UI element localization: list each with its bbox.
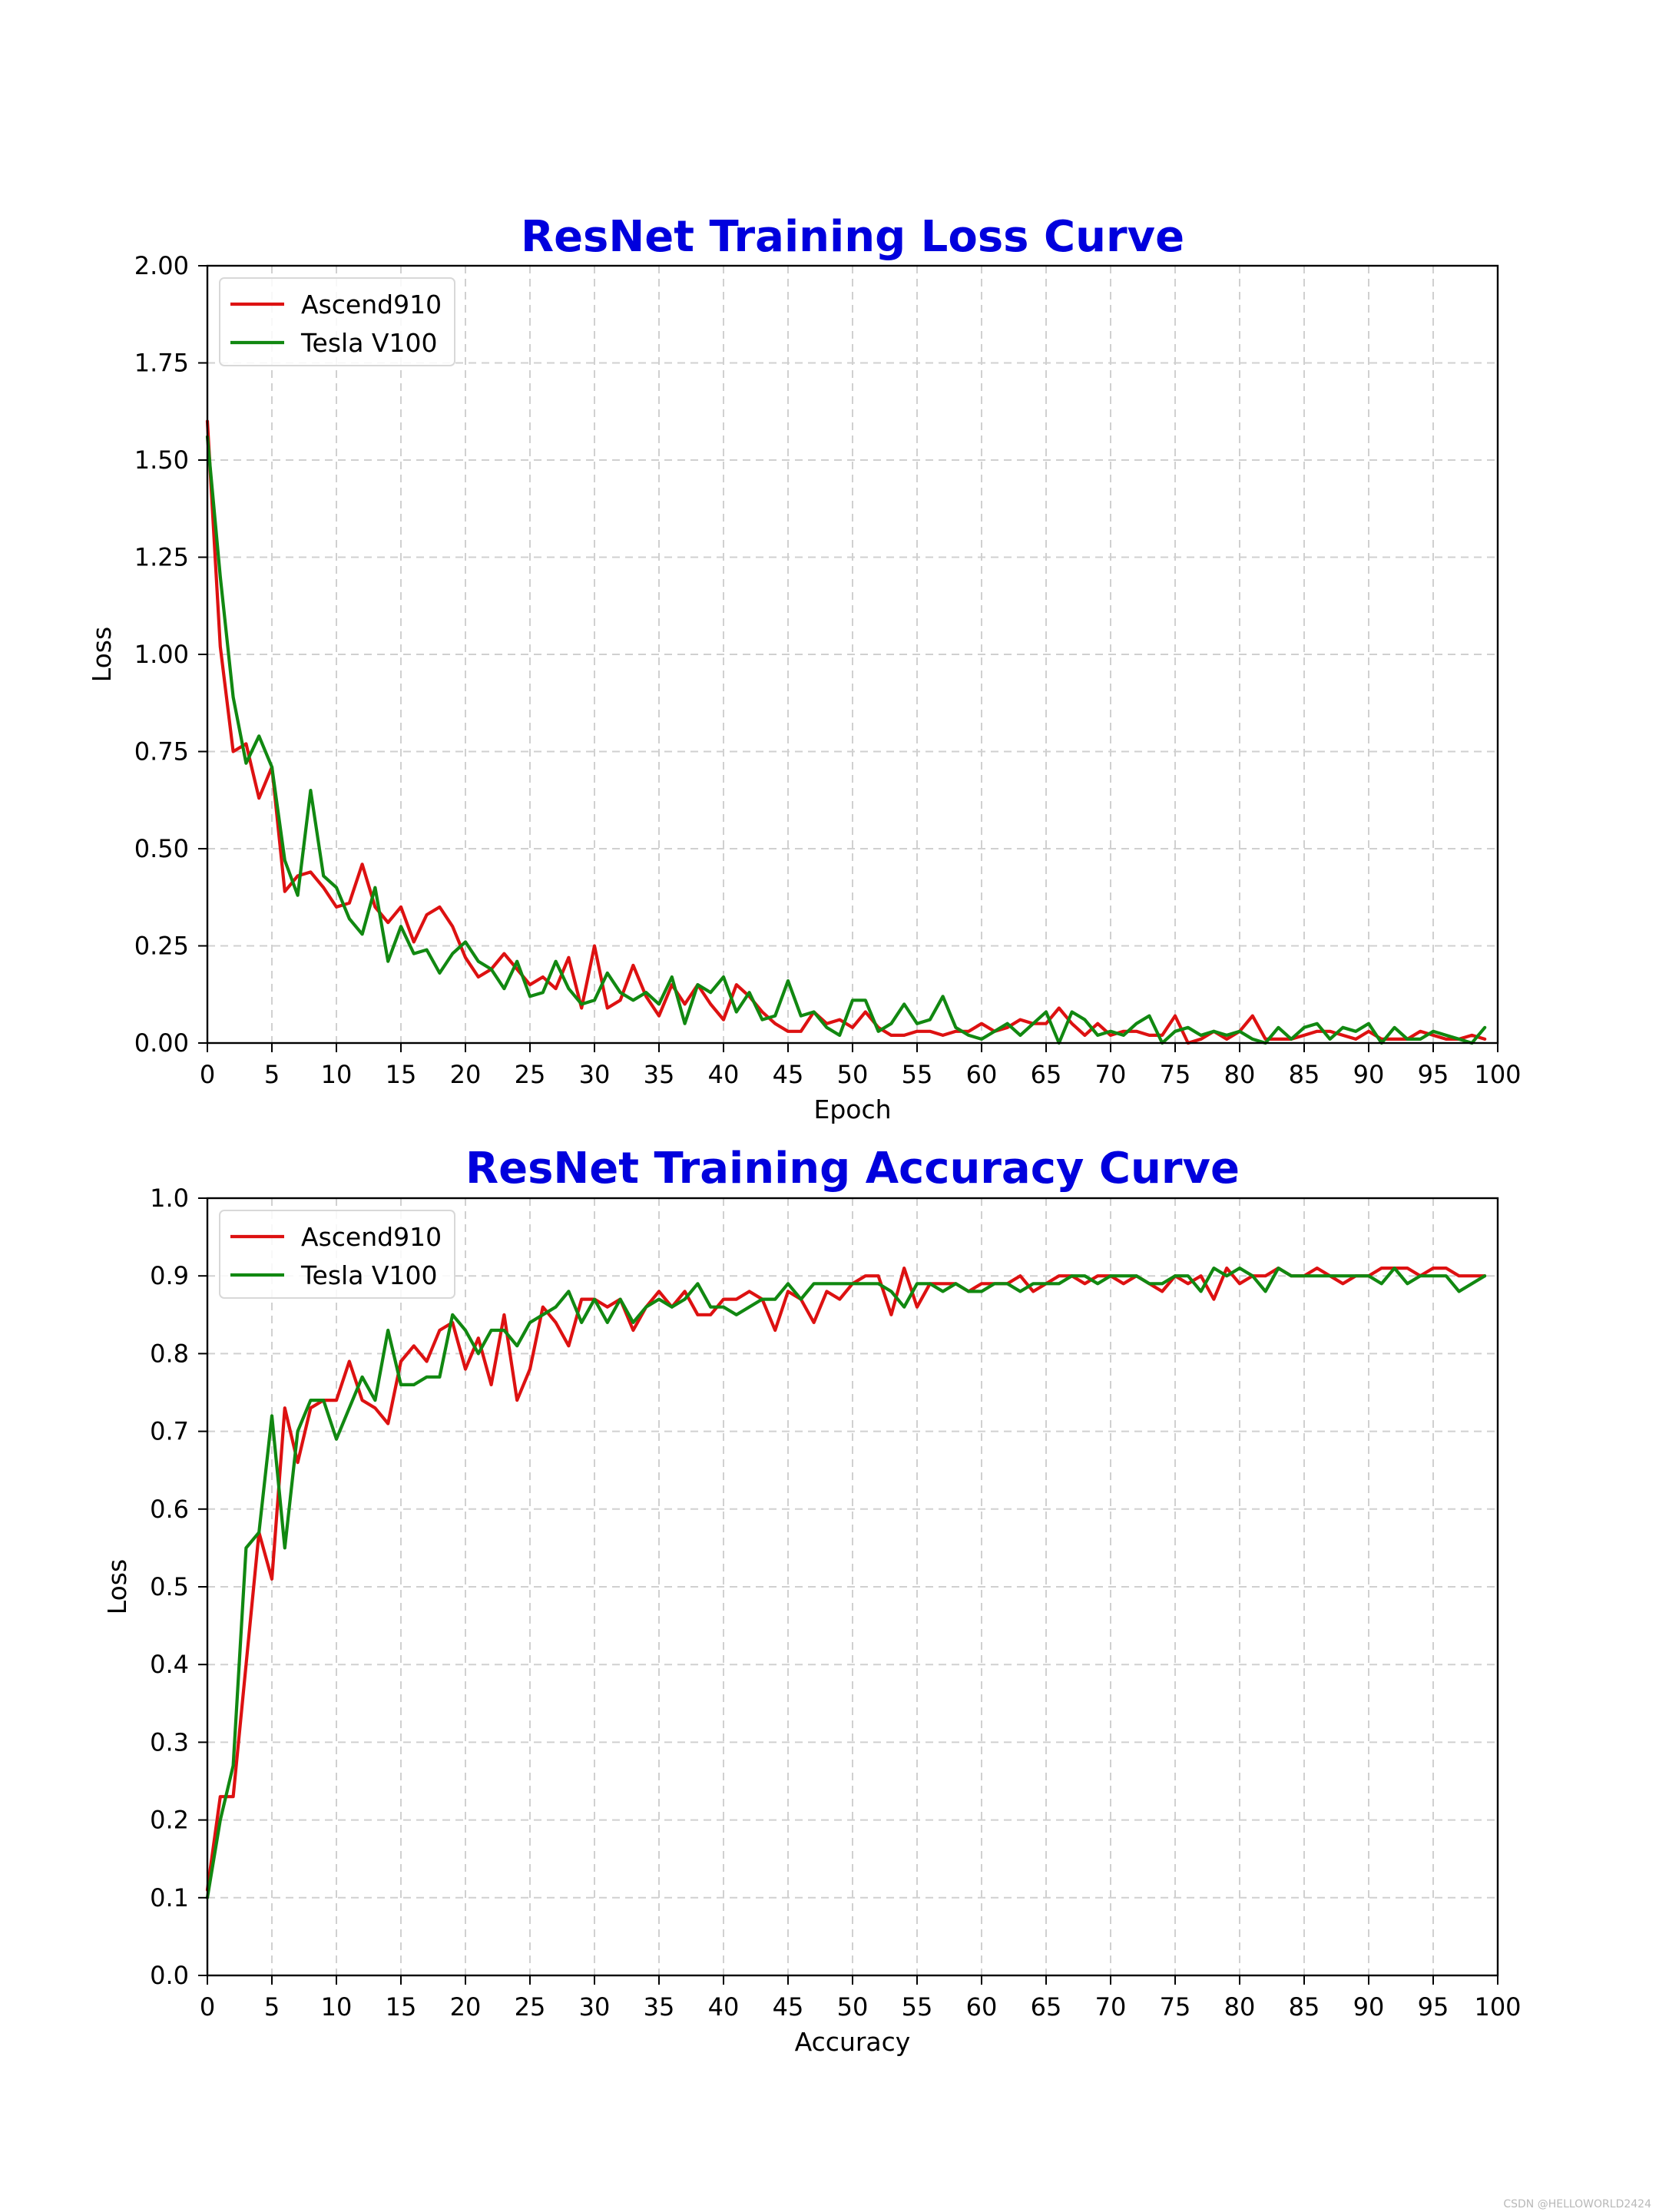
loss-x-tick-label: 95	[1418, 1060, 1449, 1089]
accuracy-y-tick-label: 0.6	[150, 1495, 189, 1524]
loss-y-tick-label: 2.00	[134, 251, 189, 280]
loss-y-tick-label: 1.25	[134, 543, 189, 572]
accuracy-y-tick-label: 0.8	[150, 1339, 189, 1368]
accuracy-x-tick-label: 50	[837, 1992, 869, 2022]
loss-x-tick-label: 0	[200, 1060, 215, 1089]
loss-series-tesla-v100-line	[205, 435, 1487, 1045]
accuracy-y-tick-label: 0.4	[150, 1650, 189, 1679]
loss-y-tick-label: 1.00	[134, 640, 189, 669]
accuracy-x-tick-label: 20	[450, 1992, 482, 2022]
accuracy-x-tick-label: 30	[579, 1992, 611, 2022]
accuracy-x-tick-label: 65	[1031, 1992, 1062, 2022]
loss-y-axis-label: Loss	[87, 627, 117, 682]
accuracy-x-tick-label: 5	[264, 1992, 280, 2022]
loss-y-tick-label: 1.75	[134, 349, 189, 378]
loss-x-tick-label: 65	[1031, 1060, 1062, 1089]
loss-x-tick-label: 80	[1224, 1060, 1256, 1089]
loss-x-tick-label: 20	[450, 1060, 482, 1089]
loss-chart-title: ResNet Training Loss Curve	[521, 212, 1184, 262]
loss-x-tick-label: 50	[837, 1060, 869, 1089]
loss-x-tick-label: 40	[708, 1060, 740, 1089]
loss-y-tick-label: 0.00	[134, 1028, 189, 1058]
accuracy-y-tick-label: 0.3	[150, 1727, 189, 1757]
accuracy-x-tick-label: 60	[966, 1992, 998, 2022]
loss-y-tick-label: 0.75	[134, 737, 189, 767]
loss-x-tick-label: 85	[1289, 1060, 1320, 1089]
accuracy-x-tick-label: 25	[515, 1992, 546, 2022]
accuracy-x-tick-label: 45	[773, 1992, 804, 2022]
accuracy-y-tick-label: 0.2	[150, 1806, 189, 1835]
accuracy-x-tick-label: 15	[386, 1992, 417, 2022]
accuracy-x-tick-label: 10	[321, 1992, 353, 2022]
accuracy-x-tick-label: 85	[1289, 1992, 1320, 2022]
loss-y-tick-label: 0.50	[134, 834, 189, 863]
loss-legend: Ascend910 Tesla V100	[219, 277, 455, 366]
loss-y-tick-label: 0.25	[134, 932, 189, 961]
loss-series-ascend910-line	[205, 419, 1487, 1045]
accuracy-x-tick-label: 70	[1095, 1992, 1127, 2022]
loss-x-tick-label: 35	[644, 1060, 675, 1089]
accuracy-series-ascend910-line	[205, 1266, 1487, 1892]
accuracy-x-tick-label: 55	[902, 1992, 933, 2022]
accuracy-y-tick-label: 0.0	[150, 1961, 189, 1990]
loss-x-tick-label: 100	[1474, 1060, 1521, 1089]
accuracy-series-tesla-v100-line	[205, 1266, 1487, 1899]
watermark-text: CSDN @HELLOWORLD2424	[1503, 2198, 1651, 2210]
accuracy-y-tick-label: 0.9	[150, 1261, 189, 1290]
accuracy-legend: Ascend910 Tesla V100	[219, 1210, 455, 1299]
accuracy-y-tick-label: 0.7	[150, 1417, 189, 1446]
accuracy-y-tick-label: 1.0	[150, 1184, 189, 1213]
accuracy-x-tick-label: 35	[644, 1992, 675, 2022]
accuracy-x-tick-label: 95	[1418, 1992, 1449, 2022]
accuracy-chart-panel: 0 5 10 15 20 25 30 35 40 45 50 55 60 65 70 75 80 85 90 95 10…	[102, 1144, 1522, 2057]
accuracy-legend-label-ascend910: Ascend910	[301, 1222, 442, 1252]
accuracy-x-tick-label: 80	[1224, 1992, 1256, 2022]
accuracy-x-tick-label: 0	[200, 1992, 215, 2022]
loss-x-tick-label: 90	[1353, 1060, 1385, 1089]
loss-x-tick-label: 10	[321, 1060, 353, 1089]
accuracy-y-tick-label: 0.1	[150, 1883, 189, 1912]
loss-x-tick-label: 55	[902, 1060, 933, 1089]
loss-chart-panel: 0 5 10 15 20 25 30 35 40 45 50 55 60 65 70 75 80 85 90 95 10…	[87, 212, 1522, 1124]
loss-x-axis-label: Epoch	[813, 1094, 891, 1124]
accuracy-x-tick-label: 75	[1160, 1992, 1191, 2022]
loss-x-tick-label: 30	[579, 1060, 611, 1089]
accuracy-x-axis-label: Accuracy	[795, 2027, 911, 2057]
loss-x-tick-label: 45	[773, 1060, 804, 1089]
loss-x-tick-label: 60	[966, 1060, 998, 1089]
loss-x-tick-label: 75	[1160, 1060, 1191, 1089]
loss-legend-label-ascend910: Ascend910	[301, 290, 442, 320]
loss-legend-label-tesla-v100: Tesla V100	[300, 328, 438, 358]
accuracy-x-tick-label: 40	[708, 1992, 740, 2022]
accuracy-legend-label-tesla-v100: Tesla V100	[300, 1260, 438, 1290]
loss-x-tick-label: 5	[264, 1060, 280, 1089]
accuracy-x-tick-label: 100	[1474, 1992, 1521, 2022]
accuracy-chart-title: ResNet Training Accuracy Curve	[465, 1144, 1240, 1194]
accuracy-y-tick-label: 0.5	[150, 1572, 189, 1601]
accuracy-y-axis-label: Loss	[102, 1559, 132, 1614]
loss-x-tick-label: 25	[515, 1060, 546, 1089]
loss-x-tick-label: 15	[386, 1060, 417, 1089]
loss-x-tick-label: 70	[1095, 1060, 1127, 1089]
loss-y-tick-label: 1.50	[134, 445, 189, 475]
accuracy-x-tick-label: 90	[1353, 1992, 1385, 2022]
